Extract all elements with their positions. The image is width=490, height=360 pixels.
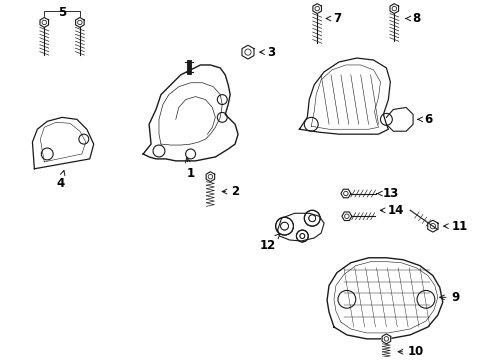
Text: 2: 2: [222, 185, 239, 198]
Text: 8: 8: [406, 12, 420, 25]
Text: 11: 11: [443, 220, 467, 233]
Polygon shape: [40, 18, 49, 27]
Polygon shape: [382, 334, 391, 344]
Polygon shape: [390, 4, 398, 14]
Polygon shape: [75, 18, 84, 27]
Polygon shape: [428, 220, 438, 232]
Polygon shape: [32, 117, 94, 169]
Polygon shape: [299, 58, 391, 134]
Text: 3: 3: [260, 46, 276, 59]
Polygon shape: [313, 4, 321, 14]
Text: 6: 6: [418, 113, 432, 126]
Polygon shape: [341, 189, 351, 198]
Polygon shape: [387, 108, 413, 131]
Polygon shape: [342, 212, 352, 221]
Polygon shape: [206, 172, 215, 182]
Text: 13: 13: [377, 187, 398, 200]
Text: 5: 5: [58, 6, 66, 19]
Text: 14: 14: [380, 204, 404, 217]
Text: 9: 9: [440, 291, 460, 304]
Text: 4: 4: [56, 171, 65, 190]
Polygon shape: [143, 65, 238, 161]
Text: 1: 1: [186, 158, 195, 180]
Polygon shape: [242, 45, 254, 59]
Polygon shape: [327, 258, 443, 339]
Polygon shape: [278, 213, 324, 241]
Text: 7: 7: [326, 12, 341, 25]
Text: 10: 10: [398, 345, 424, 358]
Text: 12: 12: [260, 234, 280, 252]
